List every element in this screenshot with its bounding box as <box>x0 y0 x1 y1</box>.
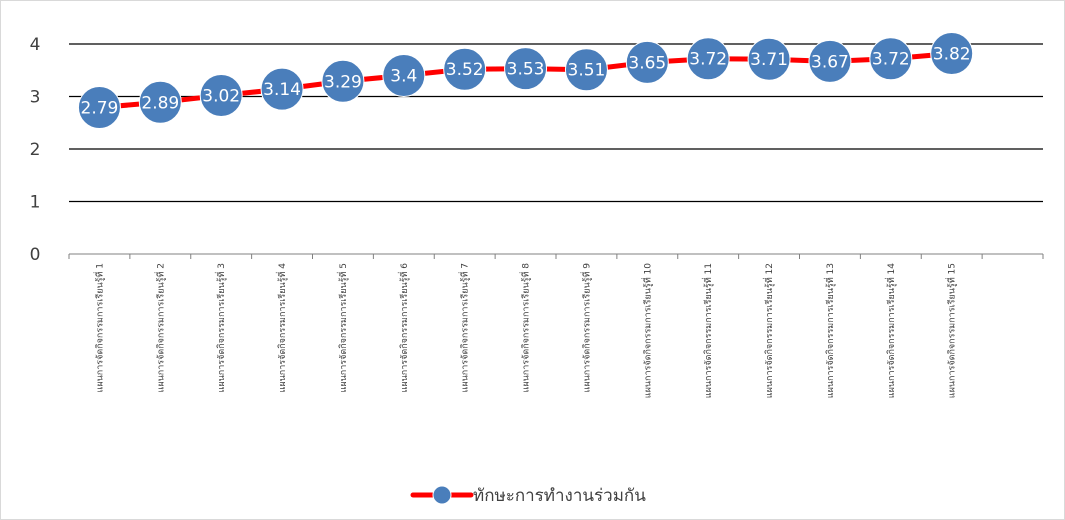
data-point <box>138 80 182 124</box>
data-point <box>504 47 548 91</box>
x-tick-label: แผนการจัดกิจกรรมการเรียนรู้ที่ 2 <box>153 263 166 392</box>
y-tick-label: 1 <box>30 193 41 213</box>
x-tick-label: แผนการจัดกิจกรรมการเรียนรู้ที่ 13 <box>823 263 836 398</box>
y-tick-label: 2 <box>30 140 41 160</box>
y-tick-label: 0 <box>30 245 41 265</box>
x-tick-label: แผนการจัดกิจกรรมการเรียนรู้ที่ 12 <box>762 263 775 398</box>
data-point <box>382 54 426 97</box>
data-point <box>747 37 791 81</box>
data-label: 3.02 <box>202 86 240 106</box>
data-label: 3.4 <box>390 67 417 87</box>
data-label: 3.51 <box>568 61 606 81</box>
series: 2.79 2.89 3.02 3.14 3.29 3.4 3.52 3.53 3.51 3.65 3… <box>77 31 974 130</box>
data-label: 3.72 <box>689 50 727 70</box>
x-tick-label: แผนการจัดกิจกรรมการเรียนรู้ที่ 9 <box>579 263 592 393</box>
x-tick-label: แผนการจัดกิจกรรมการเรียนรู้ที่ 15 <box>945 263 958 398</box>
data-point <box>686 37 730 81</box>
data-point <box>808 39 852 83</box>
data-label: 3.71 <box>750 50 788 70</box>
data-label: 3.67 <box>811 52 849 72</box>
x-axis <box>68 253 1044 259</box>
x-tick-label: แผนการจัดกิจกรรมการเรียนรู้ที่ 14 <box>884 263 897 398</box>
data-label: 3.82 <box>933 44 971 64</box>
x-tick-label: แผนการจัดกิจกรรมการเรียนรู้ที่ 3 <box>214 263 227 392</box>
legend-marker-swatch <box>432 485 452 505</box>
data-point <box>321 59 365 103</box>
x-tick-label: แผนการจัดกิจกรรมการเรียนรู้ที่ 7 <box>458 263 471 392</box>
data-label: 3.14 <box>263 80 301 100</box>
data-label: 3.53 <box>507 60 545 80</box>
data-point <box>77 86 121 130</box>
x-tick-label: แผนการจัดกิจกรรมการเรียนรู้ที่ 8 <box>519 263 532 393</box>
x-tick-label: แผนการจัดกิจกรรมการเรียนรู้ที่ 4 <box>275 263 288 393</box>
data-point <box>564 48 608 92</box>
data-point <box>869 37 913 81</box>
x-tick-label: แผนการจัดกิจกรรมการเรียนรู้ที่ 6 <box>397 263 410 393</box>
data-label: 2.89 <box>141 93 179 113</box>
y-tick-label: 4 <box>30 35 41 55</box>
data-point <box>260 67 304 111</box>
x-tick-label: แผนการจัดกิจกรรมการเรียนรู้ที่ 5 <box>336 263 349 392</box>
data-label: 3.65 <box>628 53 666 73</box>
legend-label: ทักษะการทำงานร่วมกัน <box>473 486 646 506</box>
data-point <box>199 73 243 117</box>
data-point <box>625 40 669 84</box>
data-label: 3.52 <box>446 60 484 80</box>
data-point <box>930 31 974 75</box>
data-label: 3.72 <box>872 50 910 70</box>
y-tick-label: 3 <box>30 88 41 108</box>
x-tick-labels: แผนการจัดกิจกรรมการเรียนรู้ที่ 1 แผนการจั… <box>92 263 957 398</box>
x-tick-label: แผนการจัดกิจกรรมการเรียนรู้ที่ 11 <box>701 263 714 398</box>
data-point <box>443 47 487 91</box>
x-tick-label: แผนการจัดกิจกรรมการเรียนรู้ที่ 10 <box>640 263 653 398</box>
x-tick-label: แผนการจัดกิจกรรมการเรียนรู้ที่ 1 <box>92 263 105 392</box>
data-label: 3.29 <box>324 72 362 92</box>
legend: ทักษะการทำงานร่วมกัน <box>410 485 646 506</box>
data-label: 2.79 <box>81 99 119 119</box>
y-tick-labels: 0 1 2 3 4 <box>30 35 41 265</box>
